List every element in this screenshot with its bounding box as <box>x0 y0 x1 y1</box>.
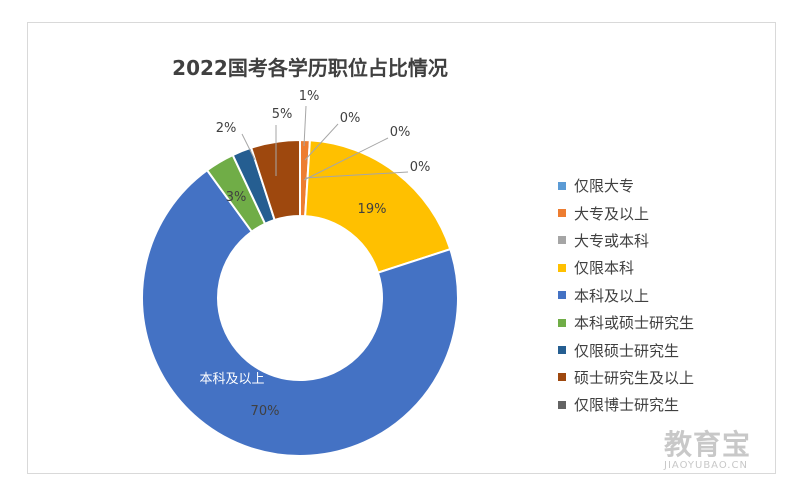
watermark: 教育宝 JIAOYUBAO.CN <box>664 430 751 472</box>
legend-item-8: 仅限博士研究生 <box>558 391 694 418</box>
legend-swatch-0 <box>558 181 566 190</box>
legend-label-1: 大专及以上 <box>574 204 650 223</box>
legend-swatch-6 <box>558 346 566 355</box>
leader-line-6 <box>241 133 256 161</box>
chart-title: 2022国考各学历职位占比情况 <box>172 56 448 80</box>
legend-item-2: 大专或本科 <box>558 227 694 254</box>
legend-item-1: 大专及以上 <box>558 199 694 226</box>
leader-line-1 <box>303 105 307 147</box>
watermark-logo-text: 教育宝 <box>664 428 752 461</box>
data-label-extra-zero: 0% <box>410 160 431 175</box>
legend-item-3: 仅限本科 <box>558 254 694 281</box>
data-label-3: 19% <box>358 202 387 217</box>
legend-label-5: 本科或硕士研究生 <box>574 314 695 333</box>
legend-label-8: 仅限博士研究生 <box>574 396 680 415</box>
legend-label-7: 硕士研究生及以上 <box>574 368 695 387</box>
legend-item-4: 本科及以上 <box>558 282 694 309</box>
legend-label-3: 仅限本科 <box>574 259 635 278</box>
legend-swatch-2 <box>558 236 566 245</box>
slice-3 <box>304 139 452 274</box>
legend-swatch-5 <box>558 318 566 327</box>
data-label-7: 5% <box>272 107 293 122</box>
data-label-5: 3% <box>226 190 247 205</box>
data-label-2: 0% <box>340 111 361 126</box>
legend-label-0: 仅限大专 <box>574 177 635 196</box>
legend-item-6: 仅限硕士研究生 <box>558 336 694 363</box>
chart-legend: 仅限大专大专及以上大专或本科仅限本科本科及以上本科或硕士研究生 仅限硕士研究生 硕士… <box>558 172 694 419</box>
legend-label-2: 大专或本科 <box>574 231 650 250</box>
legend-swatch-4 <box>558 291 566 300</box>
data-label-6: 2% <box>216 121 237 136</box>
leader-line-extra <box>304 171 409 179</box>
slice-7 <box>249 138 301 222</box>
data-label-1: 1% <box>299 89 320 104</box>
watermark-subtext: JIAOYUBAO.CN <box>664 460 748 471</box>
legend-swatch-3 <box>558 263 566 272</box>
legend-item-7: 硕士研究生及以上 <box>558 364 694 391</box>
legend-swatch-8 <box>558 400 566 409</box>
data-label-8: 0% <box>390 125 411 140</box>
legend-label-4: 本科及以上 <box>574 286 650 305</box>
legend-item-0: 仅限大专 <box>558 172 694 199</box>
leader-line-2 <box>304 123 339 161</box>
data-label-4: 70% <box>251 404 280 419</box>
legend-swatch-1 <box>558 209 566 218</box>
slice-hover-label: 本科及以上 <box>199 372 264 387</box>
legend-item-5: 本科或硕士研究生 <box>558 309 694 336</box>
slice-4 <box>141 168 459 457</box>
leader-line-8 <box>303 137 389 181</box>
legend-swatch-7 <box>558 373 566 382</box>
legend-label-6: 仅限硕士研究生 <box>574 341 680 360</box>
